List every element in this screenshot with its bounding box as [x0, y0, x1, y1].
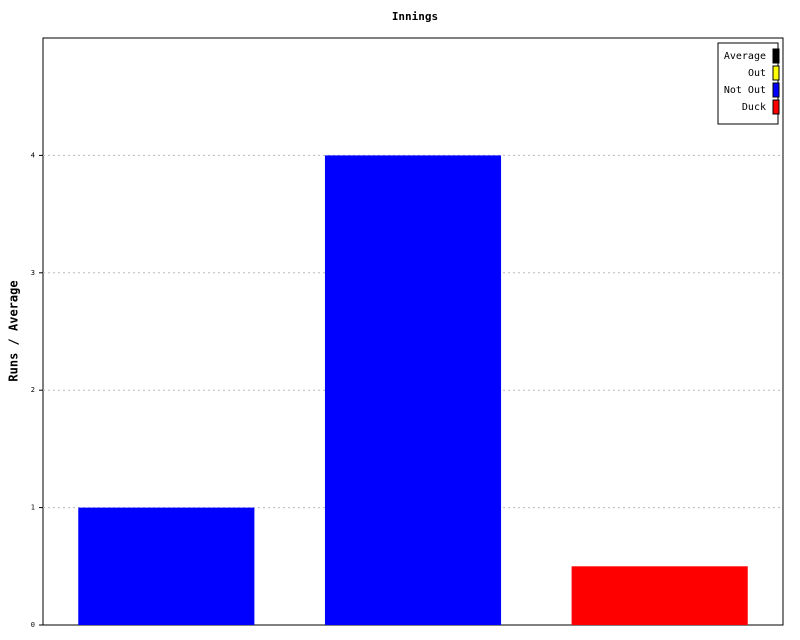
y-tick-label: 2 — [31, 386, 35, 394]
y-tick-label: 4 — [31, 151, 35, 159]
bar — [324, 155, 502, 625]
y-tick-label: 1 — [31, 504, 35, 512]
legend-swatch — [772, 48, 780, 64]
chart-title: Innings — [392, 10, 438, 23]
legend-swatch — [772, 99, 780, 115]
legend-label: Average — [724, 51, 766, 62]
y-tick-label: 3 — [31, 269, 35, 277]
y-tick-label: 0 — [31, 621, 35, 629]
legend-swatch — [772, 65, 780, 81]
legend-label: Out — [748, 68, 766, 79]
legend-swatch — [772, 82, 780, 98]
y-axis-label: Runs / Average — [7, 280, 21, 381]
legend-label: Not Out — [724, 85, 766, 96]
bar — [571, 566, 748, 625]
bar — [78, 507, 255, 625]
legend-label: Duck — [742, 102, 766, 113]
